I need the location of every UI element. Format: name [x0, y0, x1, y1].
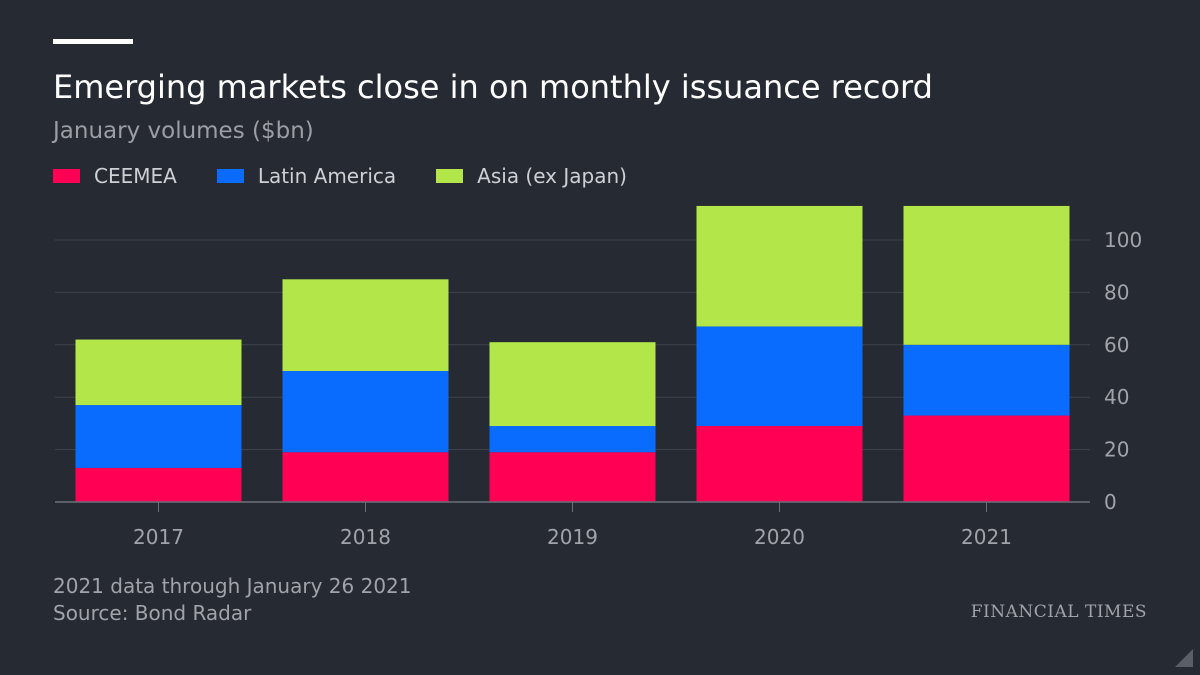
bar-2021-ceemea	[903, 415, 1070, 502]
y-tick-label-40: 40	[1104, 385, 1129, 409]
y-tick-label-20: 20	[1104, 438, 1129, 462]
bar-2018-ceemea	[282, 452, 449, 502]
x-axis: 2017 2018 2019 2020 2021	[55, 501, 1090, 549]
bar-2019-asia-ex-japan-	[489, 342, 656, 427]
bar-2019-ceemea	[489, 452, 656, 502]
y-axis: 0 20 40 60 80 100	[1104, 228, 1142, 514]
legend-swatch-asia	[436, 169, 464, 183]
bar-2019-latin-america	[489, 426, 656, 453]
legend: CEEMEA Latin America Asia (ex Japan)	[53, 164, 667, 188]
legend-label-ceemea: CEEMEA	[94, 164, 177, 188]
legend-swatch-ceemea	[53, 169, 80, 183]
legend-item-latin-america: Latin America	[216, 164, 397, 188]
bar-2017-asia-ex-japan-	[75, 339, 242, 406]
bars	[75, 205, 1070, 502]
legend-item-asia: Asia (ex Japan)	[436, 164, 627, 188]
bar-2020-ceemea	[696, 426, 863, 502]
bar-2017-latin-america	[75, 405, 242, 468]
source-note: Source: Bond Radar	[53, 601, 252, 625]
bar-2018-latin-america	[282, 371, 449, 453]
bar-2018-asia-ex-japan-	[282, 279, 449, 371]
bar-2020-latin-america	[696, 326, 863, 427]
legend-swatch-latin-america	[216, 169, 244, 183]
chart-title: Emerging markets close in on monthly iss…	[53, 68, 933, 106]
bar-2020-asia-ex-japan-	[696, 205, 863, 327]
y-tick-label-80: 80	[1104, 280, 1129, 304]
chart-subtitle: January volumes ($bn)	[53, 118, 314, 144]
x-tick-label-2017: 2017	[133, 525, 184, 549]
brand-logo: FINANCIAL TIMES	[970, 602, 1147, 622]
x-tick-label-2021: 2021	[961, 525, 1012, 549]
title-accent-bar	[53, 39, 133, 44]
bar-2017-ceemea	[75, 467, 242, 502]
legend-label-latin-america: Latin America	[257, 164, 397, 188]
footnote: 2021 data through January 26 2021	[53, 574, 412, 598]
x-tick-label-2018: 2018	[340, 525, 391, 549]
footer: 2021 data through January 26 2021 Source…	[53, 573, 412, 627]
bar-2021-asia-ex-japan-	[903, 205, 1070, 345]
bar-2021-latin-america	[903, 344, 1070, 416]
y-tick-label-100: 100	[1104, 228, 1142, 252]
y-tick-label-0: 0	[1104, 490, 1117, 514]
legend-item-ceemea: CEEMEA	[53, 164, 177, 188]
x-tick-label-2019: 2019	[547, 525, 598, 549]
legend-label-asia: Asia (ex Japan)	[477, 164, 627, 188]
x-tick-label-2020: 2020	[754, 525, 805, 549]
y-tick-label-60: 60	[1104, 333, 1129, 357]
corner-resize-icon	[1175, 649, 1193, 667]
